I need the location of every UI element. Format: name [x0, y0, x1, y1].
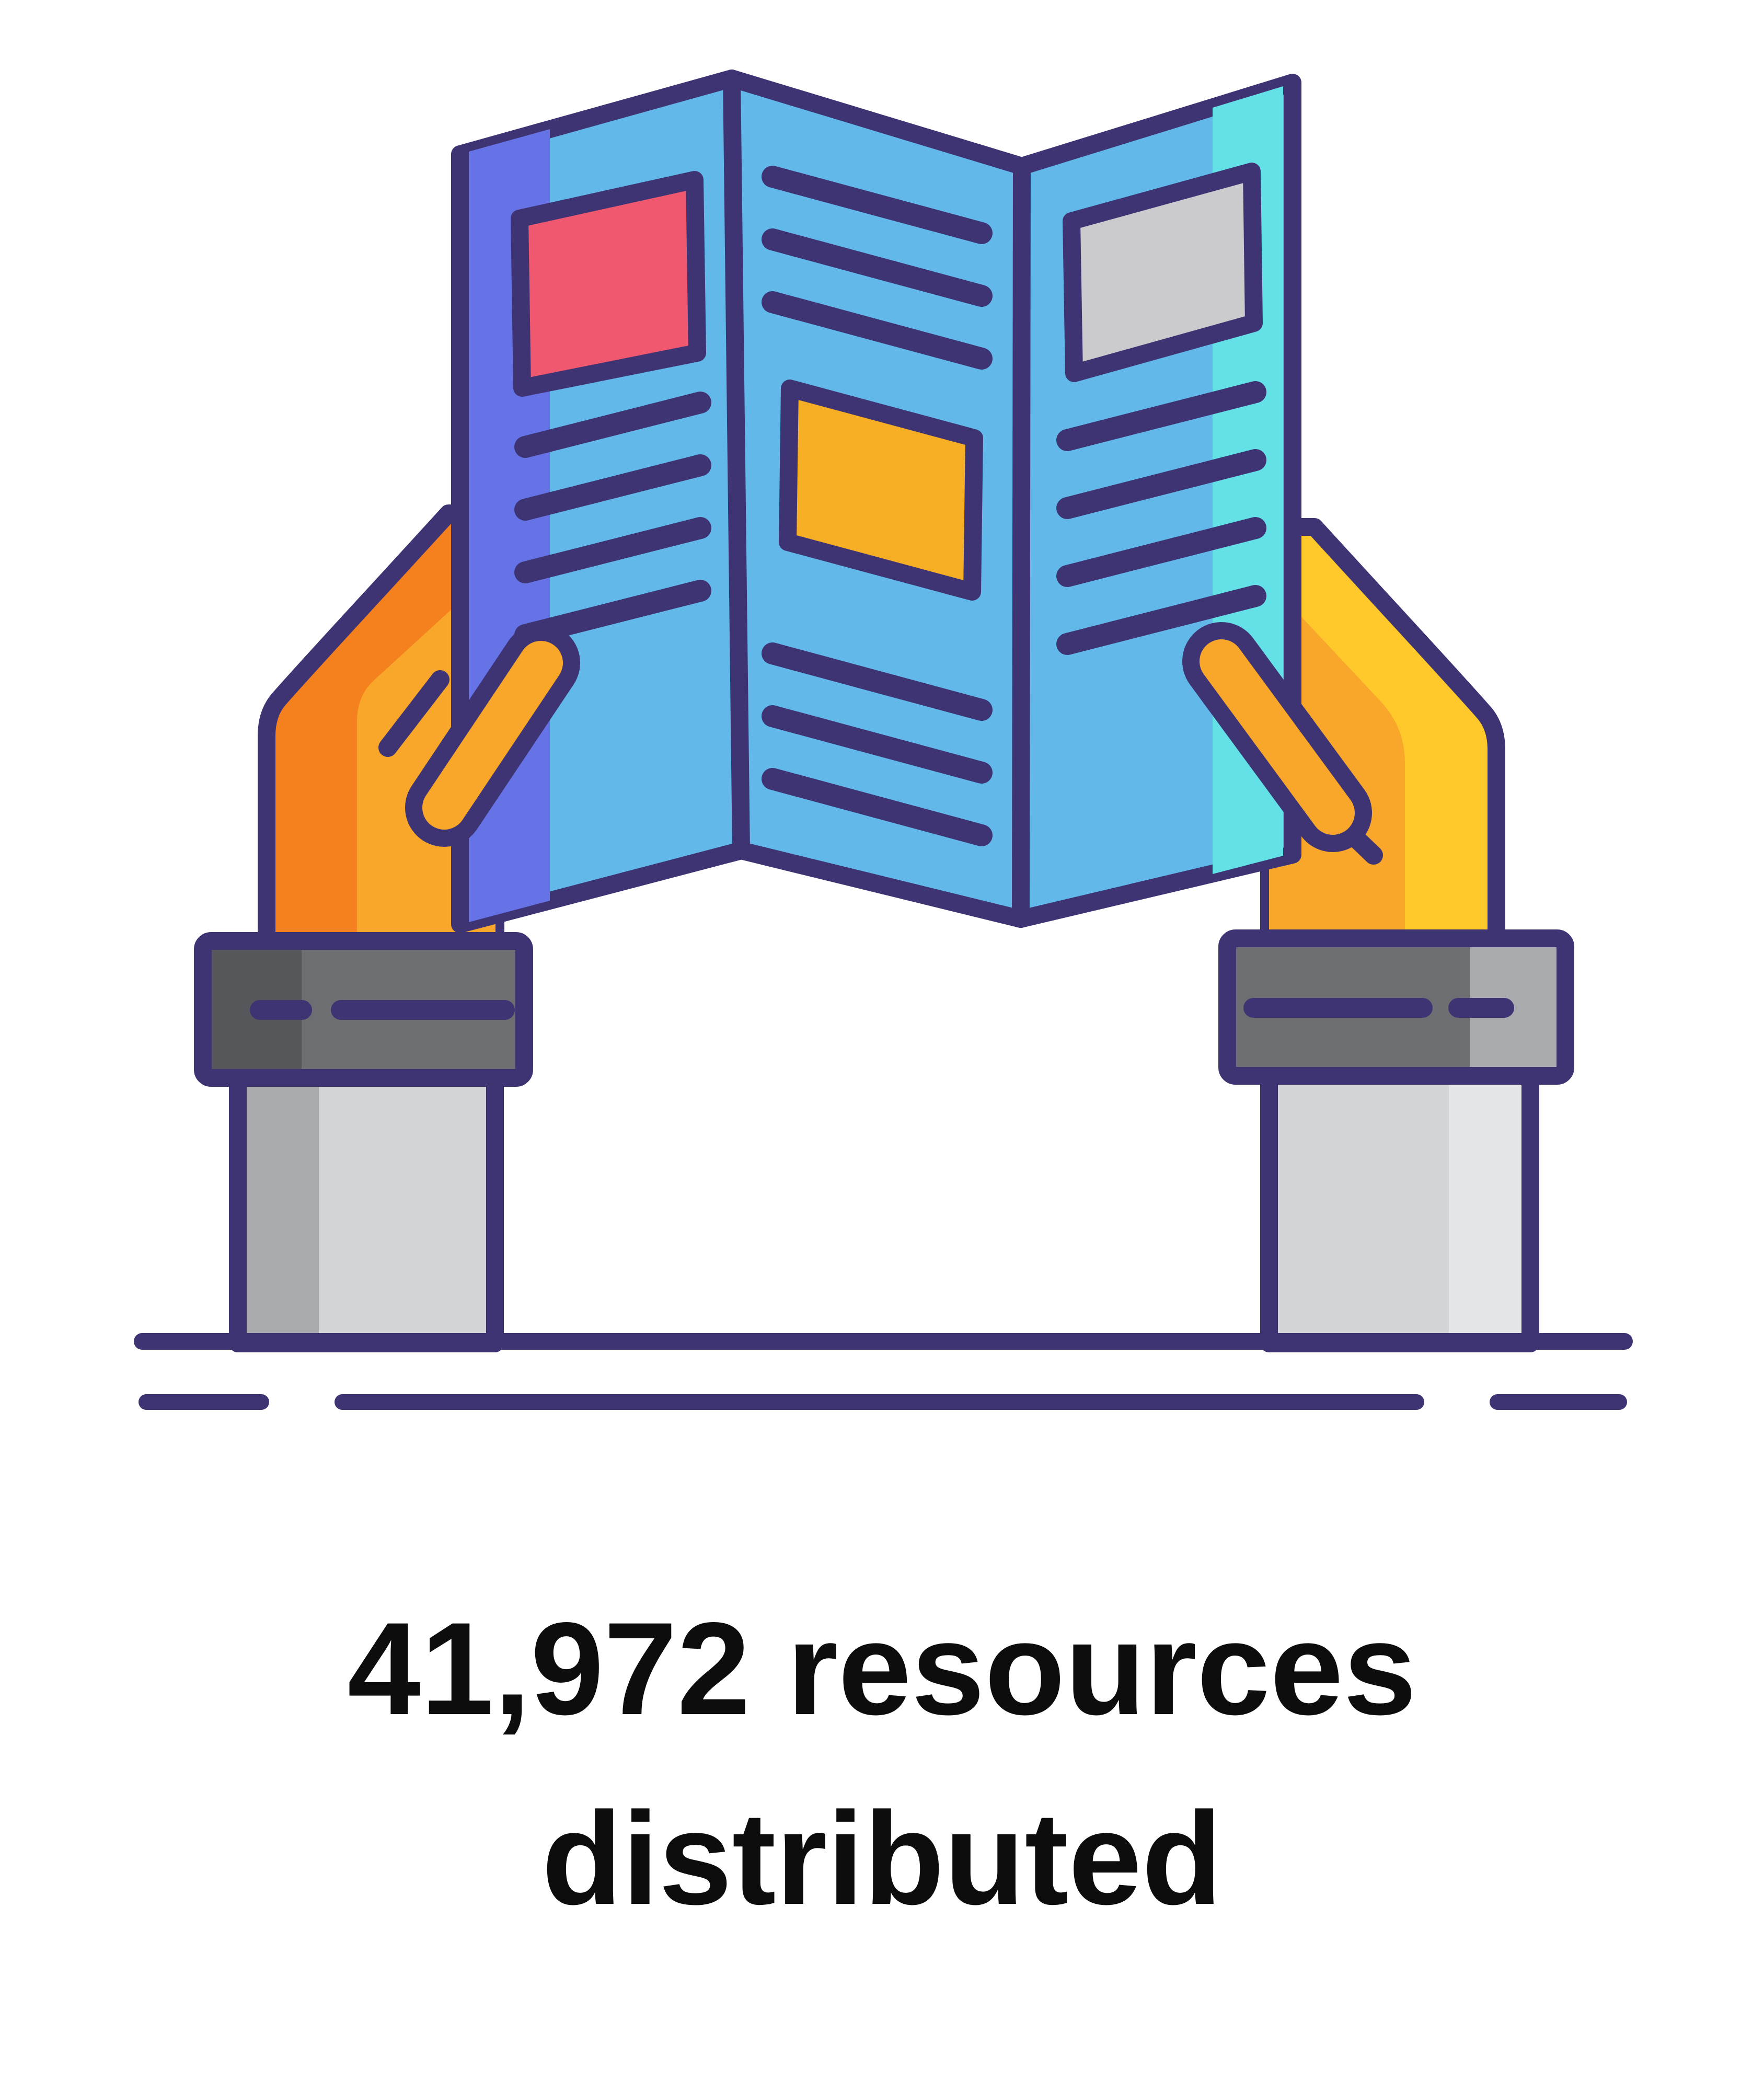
brochure-right-panel-content [1056, 163, 1266, 655]
left-sleeve-icon [229, 1069, 504, 1352]
photo-placeholder-red [511, 171, 706, 397]
fold-line-right [1012, 157, 1031, 928]
left-cuff-icon [194, 932, 533, 1087]
right-thumb-icon [1182, 622, 1383, 865]
right-cuff-icon [1218, 929, 1574, 1085]
photo-placeholder-yellow [779, 380, 983, 601]
right-sleeve-icon [1260, 1067, 1539, 1352]
brochure-middle-panel-content [762, 166, 993, 846]
fold-line-left [723, 70, 750, 859]
brochure-icon [451, 70, 1301, 933]
stat-caption: 41,972 resources distributed [347, 1595, 1417, 1932]
left-thumb-icon [378, 624, 580, 847]
photo-placeholder-gray [1063, 163, 1263, 382]
